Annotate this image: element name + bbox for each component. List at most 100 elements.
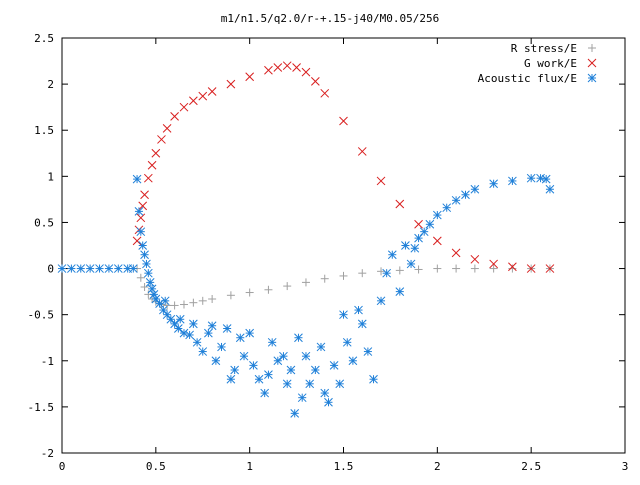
series-1 xyxy=(132,61,555,273)
data-point xyxy=(132,174,142,184)
y-tick-label: -0.5 xyxy=(28,309,55,322)
data-point xyxy=(292,63,301,72)
data-point xyxy=(128,264,138,273)
data-point xyxy=(230,365,240,375)
data-point xyxy=(320,274,329,283)
data-point xyxy=(208,294,217,303)
data-point xyxy=(273,63,283,72)
data-point xyxy=(136,273,145,282)
data-point xyxy=(369,374,378,384)
data-point xyxy=(204,328,213,338)
data-point xyxy=(363,347,373,356)
data-point xyxy=(57,264,67,273)
data-point xyxy=(358,269,367,278)
x-tick-label: 0 xyxy=(59,460,66,473)
data-point xyxy=(425,219,435,229)
data-point xyxy=(207,321,217,331)
data-point xyxy=(113,264,123,273)
data-point xyxy=(545,184,555,194)
data-point xyxy=(489,264,498,273)
legend-marker xyxy=(588,44,596,52)
data-point xyxy=(310,365,320,375)
data-point xyxy=(339,271,348,280)
data-point xyxy=(104,264,114,273)
chart-title: m1/n1.5/q2.0/r-+.15-j40/M0.05/256 xyxy=(221,12,440,25)
data-point xyxy=(217,342,226,352)
data-point xyxy=(414,233,423,243)
data-point xyxy=(335,379,345,389)
data-point xyxy=(136,227,146,237)
data-point xyxy=(273,356,283,366)
data-point xyxy=(489,179,498,189)
data-point xyxy=(235,333,245,343)
data-point xyxy=(76,264,86,273)
data-point xyxy=(283,282,292,291)
data-point xyxy=(151,294,161,304)
data-point xyxy=(433,264,442,273)
data-point xyxy=(143,173,153,183)
data-point xyxy=(170,301,179,310)
data-point xyxy=(264,285,273,294)
data-point xyxy=(282,61,292,71)
data-point xyxy=(254,374,264,384)
data-point xyxy=(348,356,358,366)
data-point xyxy=(382,268,392,278)
data-point xyxy=(140,190,149,200)
data-point xyxy=(357,319,367,329)
data-point xyxy=(185,330,194,340)
data-point xyxy=(95,264,104,273)
data-point xyxy=(290,408,300,418)
series-2 xyxy=(57,173,555,418)
data-point xyxy=(192,337,202,347)
data-point xyxy=(301,351,311,361)
series-0 xyxy=(133,264,554,310)
data-point xyxy=(451,195,461,205)
data-point xyxy=(401,241,410,250)
data-point xyxy=(207,87,217,96)
data-point xyxy=(147,160,157,170)
data-point xyxy=(239,351,249,361)
data-point xyxy=(470,264,479,273)
y-tick-label: 1.5 xyxy=(34,124,54,137)
data-point xyxy=(376,296,386,306)
data-point xyxy=(395,266,404,275)
data-point xyxy=(245,328,255,338)
data-point xyxy=(419,227,429,237)
data-point xyxy=(140,283,149,291)
data-point xyxy=(526,173,536,183)
data-point xyxy=(508,262,517,272)
data-point xyxy=(226,374,236,384)
data-point xyxy=(354,305,363,315)
data-point xyxy=(470,184,480,194)
data-point xyxy=(395,287,405,296)
data-point xyxy=(179,300,188,309)
data-point xyxy=(222,324,232,333)
data-point xyxy=(189,319,198,329)
data-point xyxy=(166,314,176,324)
data-point xyxy=(142,259,151,269)
data-point xyxy=(414,219,423,229)
data-point xyxy=(170,112,179,121)
data-point xyxy=(545,264,555,273)
data-point xyxy=(320,88,330,98)
data-point xyxy=(138,201,148,211)
x-tick-label: 1.5 xyxy=(334,460,354,473)
data-point xyxy=(339,310,348,320)
legend-label: Acoustic flux/E xyxy=(478,72,577,85)
data-point xyxy=(162,310,172,320)
data-point xyxy=(357,147,367,156)
y-tick-label: 0.5 xyxy=(34,216,54,229)
y-axis: -2 -1.5 -1 -0.5 0 0.5 1 1.5 2 2.5 xyxy=(28,32,625,460)
data-point xyxy=(264,65,273,75)
data-point xyxy=(245,72,255,82)
data-point xyxy=(508,264,517,273)
data-point xyxy=(294,333,303,343)
data-point xyxy=(470,254,480,264)
data-point xyxy=(67,264,76,273)
data-point xyxy=(264,370,273,379)
data-point xyxy=(170,319,179,329)
legend: R stress/E G work/E Acoustic flux/E xyxy=(478,42,597,85)
data-point xyxy=(286,365,296,375)
data-point xyxy=(198,347,208,356)
